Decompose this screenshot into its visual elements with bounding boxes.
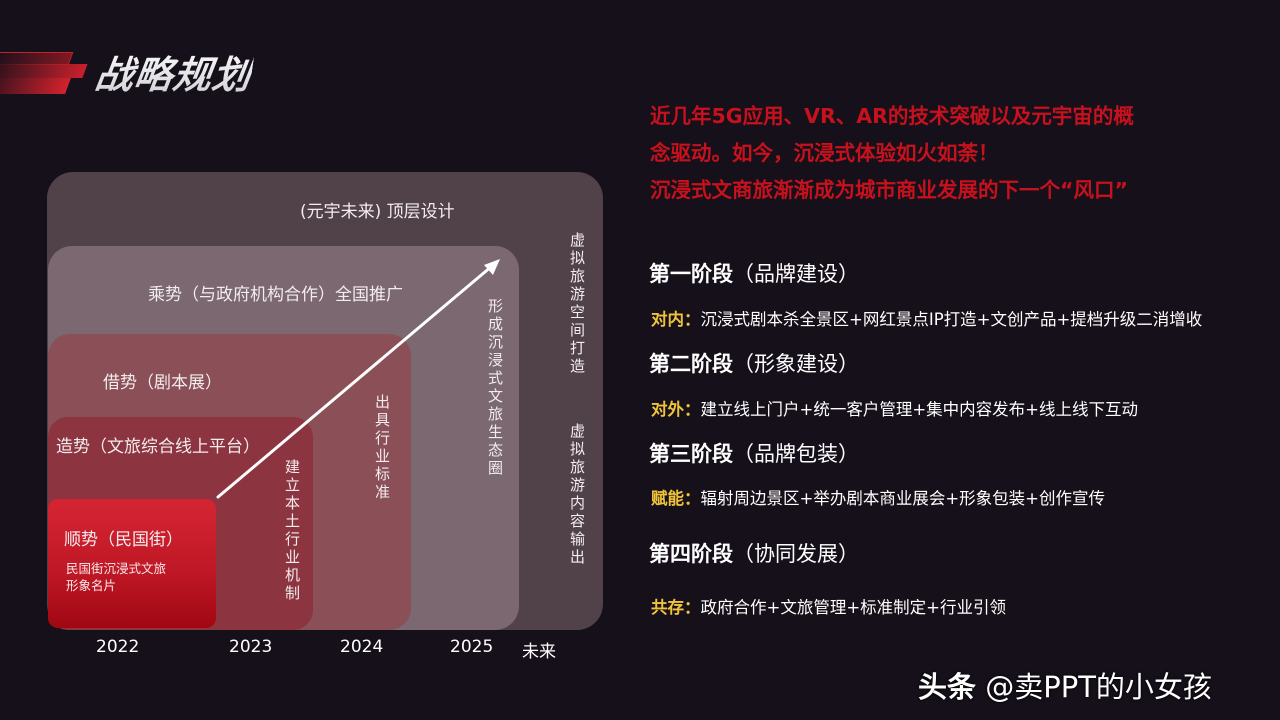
stage-2-detail: 对外：建立线上门户+统一客户管理+集中内容发布+线上线下互动 — [651, 396, 1138, 420]
timeline-year: 2023 — [229, 637, 273, 657]
watermark-handle: @卖PPT的小女孩 — [985, 670, 1212, 704]
stage-name: 第四阶段 — [649, 542, 733, 566]
stage-1-detail: 对内：沉浸式剧本杀全景区+网红景点IP打造+文创产品+提档升级二消增收 — [651, 306, 1202, 330]
vertical-label: 虚拟旅游内容输出 — [568, 423, 586, 567]
layer-minguo-street — [48, 499, 216, 628]
sublabel-line: 形象名片 — [66, 578, 117, 593]
layer-label: 顺势（民国街） — [64, 530, 183, 550]
stage-3-detail: 赋能：辐射周边景区+举办剧本商业展会+形象包装+创作宣传 — [651, 485, 1105, 509]
sublabel-line: 民国街沉浸式文旅 — [66, 561, 167, 576]
stage-theme: （品牌包装） — [733, 442, 859, 466]
vertical-label: 虚拟旅游空间打造 — [568, 232, 586, 376]
layer-label: 乘势（与政府机构合作）全国推广 — [148, 285, 403, 305]
layer-label: (元宇未来) 顶层设计 — [300, 202, 455, 222]
stage-theme: （协同发展） — [733, 542, 859, 566]
intro-text: 近几年5G应用、VR、AR的技术突破以及元宇宙的概 念驱动。如今，沉浸式体验如火… — [650, 98, 1134, 209]
vertical-label: 出具行业标准 — [373, 394, 391, 502]
stage-4-heading: 第四阶段（协同发展） — [649, 538, 859, 568]
layer-label: 借势（剧本展） — [103, 373, 222, 393]
watermark: 头条 @卖PPT的小女孩 — [918, 664, 1212, 706]
intro-line: 念驱动。如今，沉浸式体验如火如荼！ — [650, 141, 999, 165]
timeline-year: 2025 — [450, 637, 494, 657]
intro-line: 沉浸式文商旅渐渐成为城市商业发展的下一个“风口” — [650, 178, 1128, 202]
stage-detail-text: 沉浸式剧本杀全景区+网红景点IP打造+文创产品+提档升级二消增收 — [700, 310, 1203, 329]
stage-name: 第二阶段 — [649, 352, 733, 376]
stage-1-heading: 第一阶段（品牌建设） — [649, 258, 859, 288]
stage-detail-text: 政府合作+文旅管理+标准制定+行业引领 — [700, 598, 1006, 617]
stage-tag: 对内： — [651, 310, 701, 329]
stage-4-detail: 共存：政府合作+文旅管理+标准制定+行业引领 — [651, 594, 1006, 618]
stage-tag: 赋能： — [651, 489, 701, 508]
watermark-brand: 头条 — [918, 670, 977, 704]
stage-tag: 共存： — [651, 598, 701, 617]
layer-sublabel: 民国街沉浸式文旅 形象名片 — [66, 560, 166, 594]
vertical-label: 形成沉浸式文旅生态圈 — [486, 298, 504, 478]
stage-3-heading: 第三阶段（品牌包装） — [649, 438, 859, 468]
stage-name: 第三阶段 — [649, 442, 733, 466]
timeline-year: 未来 — [522, 642, 556, 662]
stage-2-heading: 第二阶段（形象建设） — [649, 348, 859, 378]
layer-label: 造势（文旅综合线上平台） — [56, 437, 260, 457]
stage-detail-text: 辐射周边景区+举办剧本商业展会+形象包装+创作宣传 — [700, 489, 1105, 508]
stage-detail-text: 建立线上门户+统一客户管理+集中内容发布+线上线下互动 — [700, 400, 1138, 419]
stage-tag: 对外： — [651, 400, 701, 419]
stage-theme: （形象建设） — [733, 352, 859, 376]
stage-name: 第一阶段 — [649, 262, 733, 286]
intro-line: 近几年5G应用、VR、AR的技术突破以及元宇宙的概 — [650, 104, 1134, 128]
vertical-label: 建立本土行业机制 — [283, 459, 301, 603]
stage-theme: （品牌建设） — [733, 262, 859, 286]
timeline-year: 2024 — [340, 637, 384, 657]
timeline-year: 2022 — [96, 637, 140, 657]
